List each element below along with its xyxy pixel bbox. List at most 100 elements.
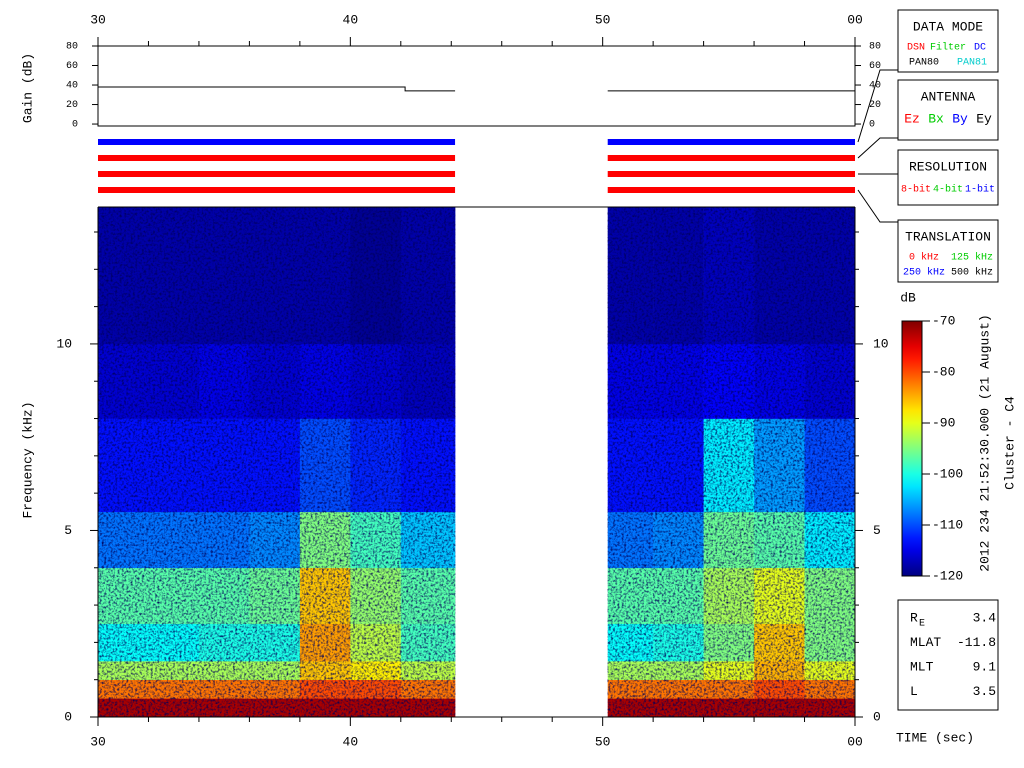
heatmap-cell	[754, 698, 805, 718]
heatmap-cell	[400, 698, 456, 718]
heatmap-cell	[804, 567, 856, 625]
timestamp: 2012 234 21:52:30.000 (21 August)	[977, 314, 992, 571]
heatmap-cell	[653, 661, 704, 680]
legend-box	[897, 79, 999, 141]
colorbar-title: dB	[900, 290, 916, 305]
legend-option: 8-bit	[901, 184, 931, 196]
heatmap-cell	[249, 661, 301, 680]
heatmap-cell	[653, 679, 704, 699]
heatmap-cell	[703, 207, 755, 345]
heatmap-cell	[653, 623, 704, 662]
y-tick-label: 0	[873, 709, 881, 724]
indicator-bar	[607, 187, 855, 193]
heatmap-cell	[703, 418, 755, 513]
heatmap-cell	[607, 698, 654, 718]
heatmap-cell	[804, 207, 856, 345]
heatmap-cell	[148, 679, 200, 699]
heatmap-cell	[607, 207, 654, 345]
heatmap-cell	[607, 567, 654, 625]
heatmap-cell	[148, 511, 200, 569]
heatmap-cell	[653, 511, 704, 569]
heatmap-cell	[607, 511, 654, 569]
x-tick-label: 30	[90, 12, 106, 27]
legend-option: PAN81	[957, 58, 987, 69]
indicator-bar	[98, 187, 456, 193]
heatmap	[98, 207, 856, 718]
indicator-bar	[607, 155, 855, 161]
heatmap-cell	[249, 623, 301, 662]
heatmap-cell	[804, 343, 856, 419]
heatmap-cell	[198, 511, 250, 569]
heatmap-cell	[400, 567, 456, 625]
heatmap-cell	[148, 623, 200, 662]
colorbar	[901, 320, 923, 577]
param-value: 3.5	[973, 684, 996, 699]
heatmap-cell	[400, 511, 456, 569]
legend-title: TRANSLATION	[905, 229, 991, 244]
param-value: -11.8	[957, 635, 996, 650]
param-label-sub: E	[919, 619, 925, 630]
heatmap-cell	[98, 679, 149, 699]
legend-title: RESOLUTION	[909, 159, 987, 174]
y-tick-label: 0	[72, 120, 78, 131]
heatmap-cell	[98, 623, 149, 662]
heatmap-cell	[350, 511, 402, 569]
heatmap-cell	[703, 343, 755, 419]
connector	[857, 189, 898, 223]
indicator-bar	[98, 171, 456, 177]
heatmap-cell	[703, 679, 755, 699]
x-tick-label: 50	[595, 12, 611, 27]
legend-option: 4-bit	[933, 184, 963, 196]
heatmap-cell	[754, 661, 805, 680]
heatmap-cell	[198, 661, 250, 680]
gain-line	[98, 86, 855, 92]
heatmap-cell	[400, 207, 456, 345]
heatmap-cell	[400, 343, 456, 419]
legend-option: DC	[974, 43, 986, 54]
heatmap-cell	[607, 418, 654, 513]
heatmap-cell	[653, 207, 704, 345]
heatmap-cell	[653, 698, 704, 718]
heatmap-cell	[98, 207, 149, 345]
legend-title: DATA MODE	[913, 19, 983, 34]
indicator-bar	[98, 155, 456, 161]
heatmap-cell	[249, 679, 301, 699]
heatmap-cell	[198, 698, 250, 718]
legend-option: Ey	[976, 111, 992, 126]
indicator-bar	[607, 171, 855, 177]
heatmap-cell	[653, 567, 704, 625]
heatmap-cell	[607, 679, 654, 699]
legend-option: Bx	[928, 111, 944, 126]
y-tick-label: 5	[64, 523, 72, 538]
heatmap-cell	[148, 418, 200, 513]
connector	[857, 137, 898, 159]
legend-box	[897, 149, 999, 206]
y-tick-label: 20	[66, 100, 78, 111]
heatmap-cell	[198, 207, 250, 345]
heatmap-cell	[249, 207, 301, 345]
y-tick-label: 0	[64, 709, 72, 724]
heatmap-cell	[607, 623, 654, 662]
x-tick-label: 00	[847, 12, 863, 27]
heatmap-cell	[198, 679, 250, 699]
param-value: 3.4	[973, 610, 997, 625]
colorbar-tick-label: -120	[932, 568, 963, 583]
heatmap-cell	[350, 567, 402, 625]
colorbar-tick-label: -80	[932, 364, 955, 379]
heatmap-cell	[804, 623, 856, 662]
y-tick-label: 20	[869, 100, 881, 111]
legend-box	[897, 9, 999, 73]
legend-option: 250 kHz	[903, 267, 945, 279]
heatmap-cell	[754, 343, 805, 419]
heatmap-cell	[198, 343, 250, 419]
heatmap-cell	[703, 511, 755, 569]
heatmap-cell	[249, 698, 301, 718]
heatmap-cell	[148, 698, 200, 718]
legend-option: 0 kHz	[909, 252, 939, 264]
heatmap-cell	[754, 623, 805, 662]
heatmap-cell	[350, 207, 402, 345]
heatmap-cell	[703, 623, 755, 662]
heatmap-cell	[754, 679, 805, 699]
heatmap-cell	[754, 418, 805, 513]
heatmap-cell	[198, 567, 250, 625]
